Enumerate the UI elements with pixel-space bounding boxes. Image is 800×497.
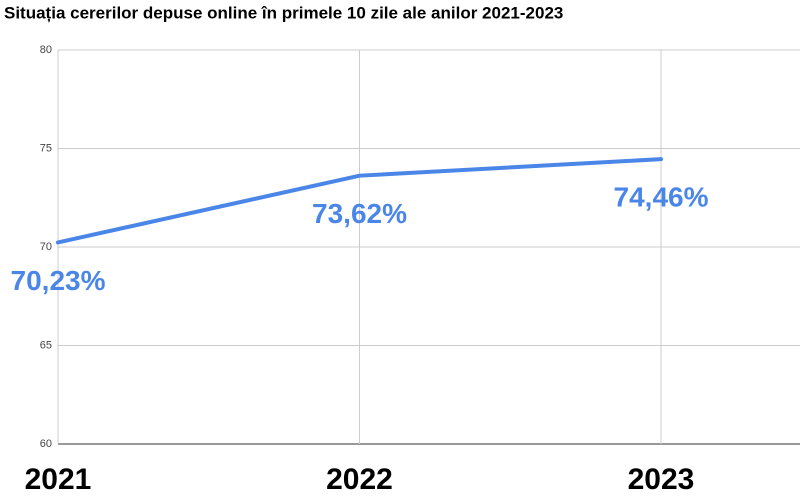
y-tick-label: 75 (40, 142, 52, 154)
data-label: 74,46% (614, 182, 709, 213)
data-label: 73,62% (312, 198, 407, 229)
data-label: 70,23% (11, 265, 106, 296)
y-tick-label: 70 (40, 241, 52, 253)
chart-title: Situația cererilor depuse online în prim… (4, 3, 563, 22)
x-tick-label: 2023 (628, 463, 695, 496)
line (56, 157, 663, 245)
y-tick-label: 80 (40, 44, 52, 56)
y-tick-label: 65 (40, 339, 52, 351)
x-tick-label: 2021 (25, 463, 92, 496)
y-tick-label: 60 (40, 438, 52, 450)
x-tick-label: 2022 (326, 463, 393, 496)
